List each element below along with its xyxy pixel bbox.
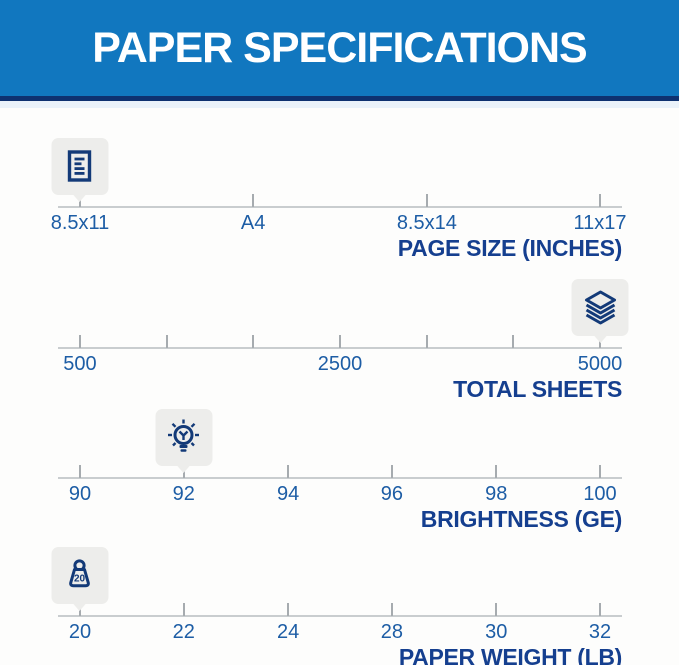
tick-label: 94 (276, 483, 300, 505)
scale-title-paper-weight: PAPER WEIGHT (LB) (398, 644, 622, 665)
tick-label: 8.5x11 (50, 212, 110, 234)
tick-mark (78, 335, 81, 348)
tick-mark (495, 603, 498, 616)
total-sheets-marker-badge (571, 279, 629, 336)
document-icon (62, 148, 98, 186)
scale-title-total-sheets: TOTAL SHEETS (453, 376, 622, 402)
tick-mark (599, 465, 601, 478)
tick-label: 22 (172, 621, 195, 643)
tick-mark (425, 335, 428, 348)
page-title: PAPER SPECIFICATIONS (92, 23, 587, 72)
tick-mark (339, 335, 341, 348)
tick-mark (182, 603, 185, 616)
tick-label: 28 (380, 621, 403, 643)
tick-mark (252, 194, 255, 207)
tick-label: 98 (485, 483, 508, 505)
tick-label: 24 (276, 621, 300, 643)
tick-mark (390, 603, 393, 616)
tick-label: 2500 (317, 353, 363, 375)
tick-label: 11x17 (573, 212, 627, 234)
tick-label: 92 (172, 483, 195, 505)
weight-badge-value: 20 (74, 573, 86, 584)
tick-mark (425, 194, 428, 207)
tick-label: 500 (63, 353, 97, 375)
tick-label: 5000 (577, 353, 623, 375)
tick-label: A4 (240, 212, 266, 234)
brightness-marker-badge (155, 409, 213, 466)
tick-label: 32 (588, 621, 612, 643)
scale-title-brightness: BRIGHTNESS (GE) (420, 506, 623, 532)
header-banner: PAPER SPECIFICATIONS (0, 0, 679, 101)
tick-mark (512, 335, 515, 348)
tick-label: 20 (68, 621, 92, 643)
page-size-marker-badge (51, 138, 109, 195)
ruler-line-paper-weight (58, 615, 622, 617)
ruler-line-total-sheets (58, 347, 622, 349)
tick-label: 8.5x14 (396, 212, 457, 234)
weight-icon: 20 (61, 557, 99, 595)
tick-label: 100 (583, 483, 617, 505)
paper-stack-icon (580, 288, 620, 328)
tick-mark (78, 465, 81, 478)
tick-mark (287, 603, 290, 616)
tick-mark (495, 465, 498, 478)
ruler-line-page-size (58, 206, 622, 208)
tick-label: 30 (485, 621, 508, 643)
tick-mark (287, 465, 290, 478)
lightbulb-icon (164, 418, 204, 458)
paper-weight-marker-badge: 20 (51, 547, 109, 604)
tick-label: 96 (380, 483, 403, 505)
scale-title-page-size: PAGE SIZE (INCHES) (397, 235, 623, 261)
tick-mark (390, 465, 393, 478)
tick-mark (252, 335, 255, 348)
tick-mark (599, 194, 601, 207)
ruler-line-brightness (58, 477, 622, 479)
tick-mark (165, 335, 168, 348)
tick-label: 90 (68, 483, 92, 505)
tick-mark (599, 603, 601, 616)
